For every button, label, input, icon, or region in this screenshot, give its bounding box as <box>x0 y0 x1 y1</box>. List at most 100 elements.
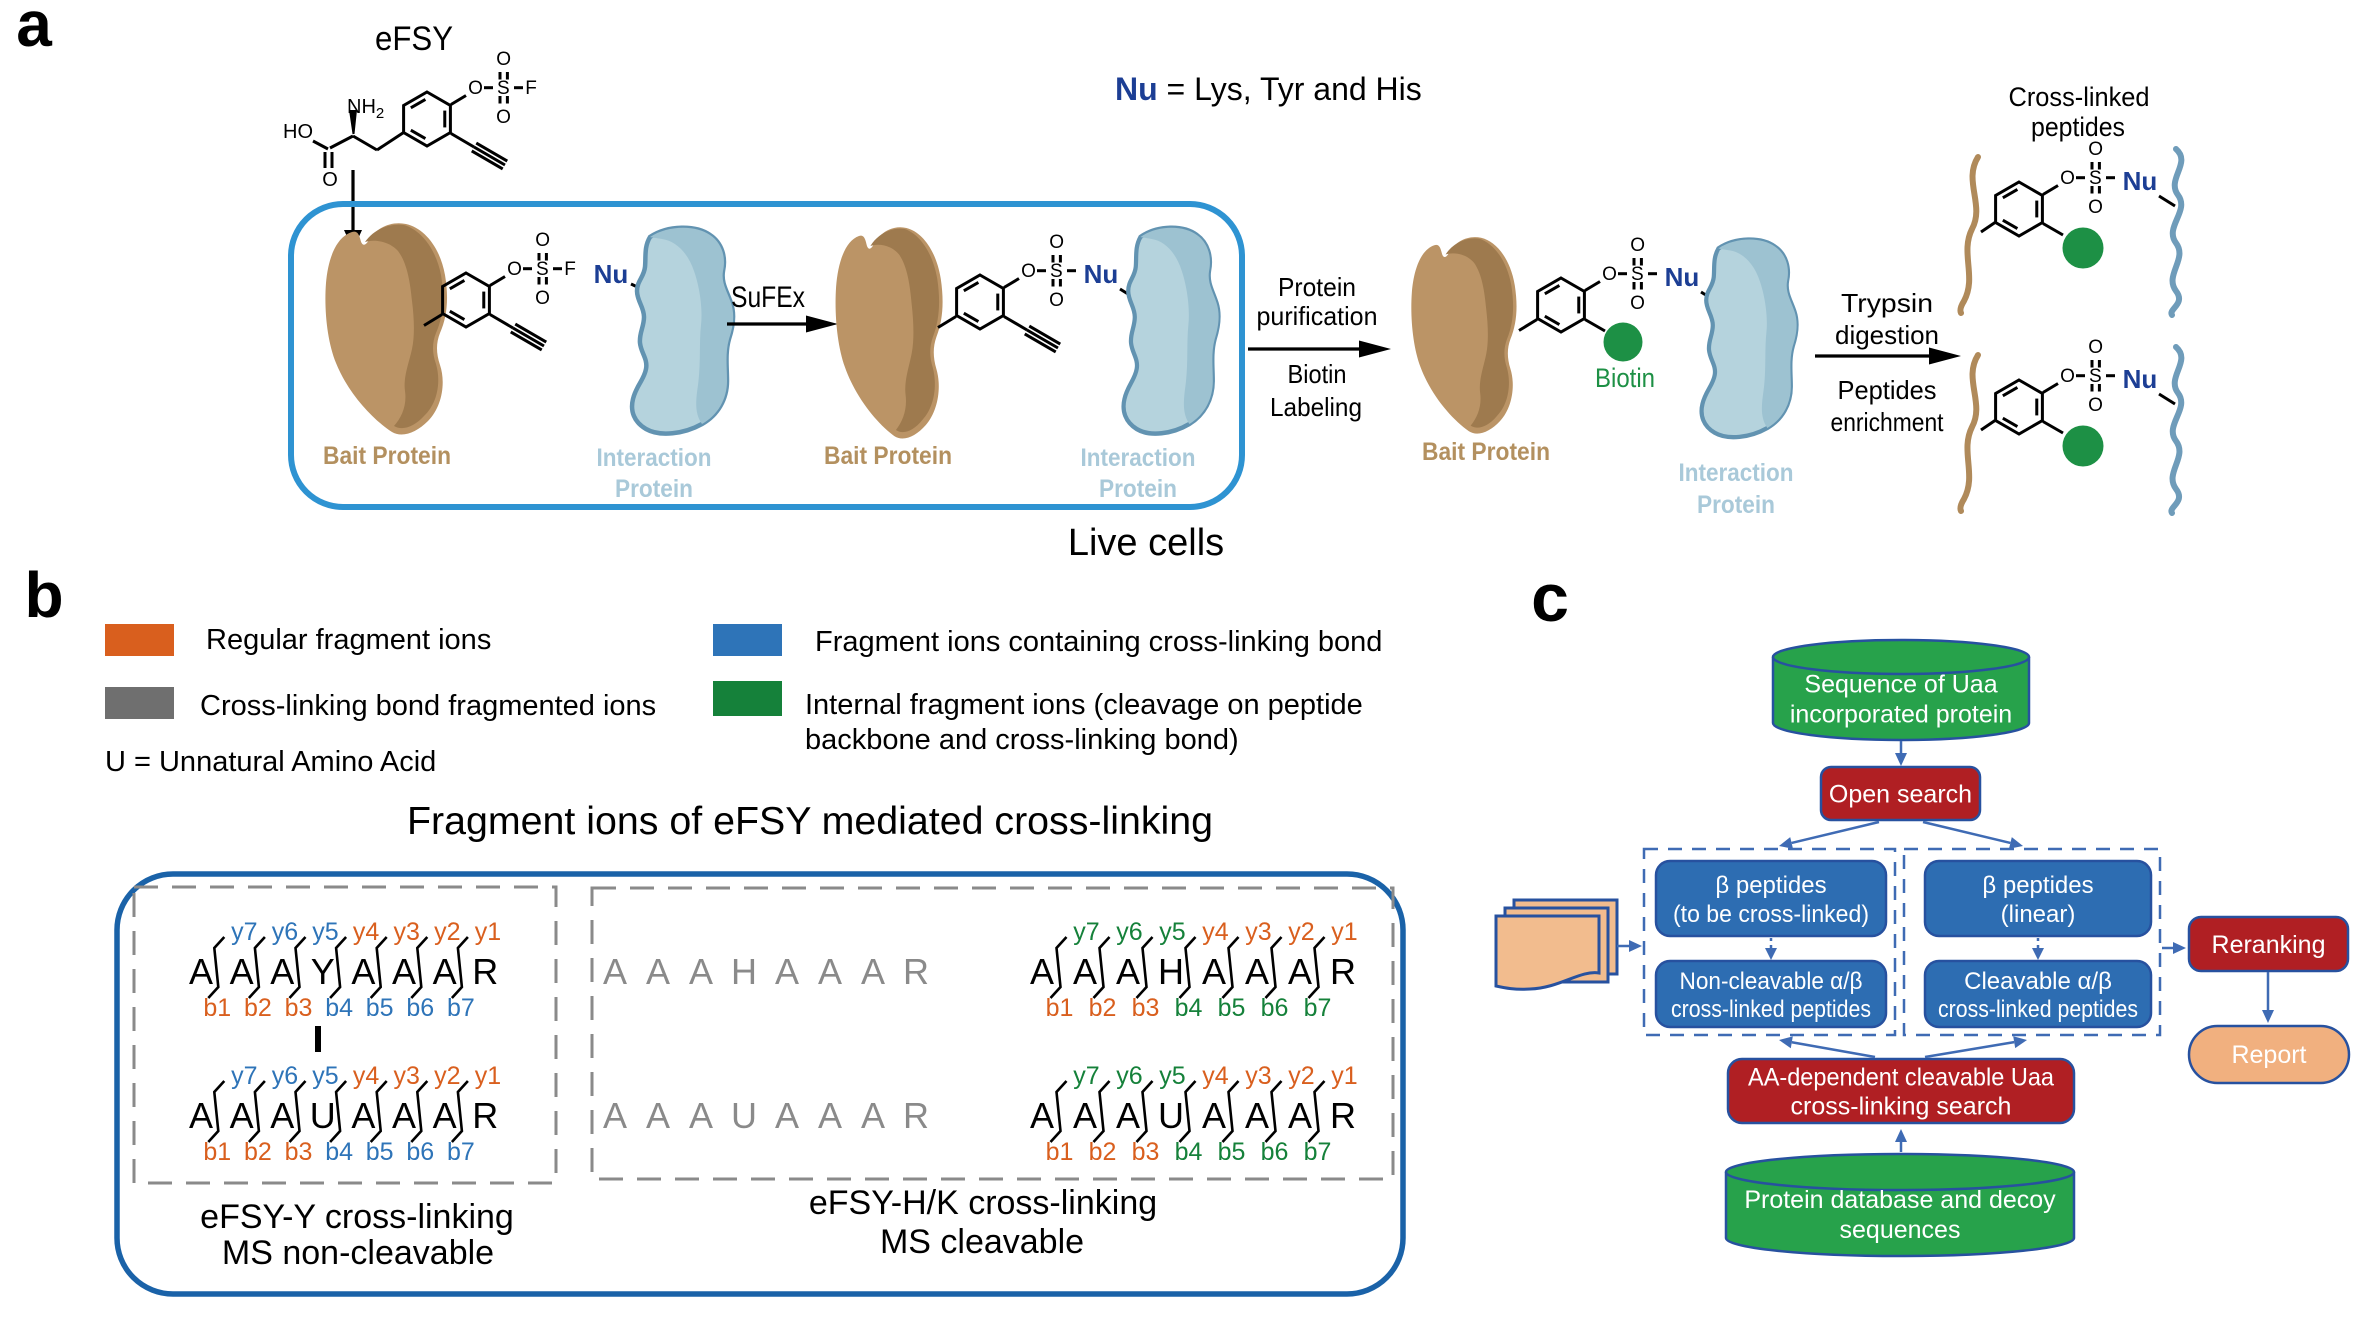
svg-text:MS non-cleavable: MS non-cleavable <box>222 1234 494 1272</box>
svg-text:MS cleavable: MS cleavable <box>880 1223 1084 1261</box>
svg-text:b6: b6 <box>406 994 434 1022</box>
svg-text:b5: b5 <box>366 1138 394 1166</box>
svg-text:Protein: Protein <box>1697 491 1775 519</box>
svg-text:A: A <box>646 951 670 992</box>
svg-text:A: A <box>861 1095 885 1136</box>
svg-text:b4: b4 <box>1175 994 1203 1022</box>
svg-text:b2: b2 <box>244 994 272 1022</box>
svg-text:cross-linked peptides: cross-linked peptides <box>1671 996 1871 1023</box>
svg-text:purification: purification <box>1257 301 1378 331</box>
svg-text:y1: y1 <box>1331 918 1357 946</box>
svg-text:A: A <box>775 1095 799 1136</box>
svg-text:y4: y4 <box>353 918 380 946</box>
svg-text:A: A <box>351 951 375 992</box>
svg-text:A: A <box>392 1095 416 1136</box>
svg-text:b6: b6 <box>1261 994 1289 1022</box>
svg-text:U: U <box>731 1095 757 1136</box>
svg-text:F: F <box>564 259 576 280</box>
svg-text:A: A <box>603 1095 627 1136</box>
svg-text:A: A <box>1073 1095 1097 1136</box>
svg-text:b7: b7 <box>1304 1138 1332 1166</box>
svg-text:y1: y1 <box>475 918 501 946</box>
svg-text:y1: y1 <box>475 1062 501 1090</box>
svg-text:A: A <box>1116 951 1140 992</box>
svg-text:y6: y6 <box>1116 918 1142 946</box>
svg-text:S: S <box>2089 366 2102 387</box>
svg-text:O: O <box>2088 395 2103 416</box>
svg-text:Fragment ions of eFSY mediated: Fragment ions of eFSY mediated cross-lin… <box>407 800 1213 843</box>
svg-text:b3: b3 <box>285 1138 313 1166</box>
svg-text:Peptides: Peptides <box>1838 375 1937 405</box>
svg-text:O: O <box>535 230 550 251</box>
svg-text:U: U <box>1158 1095 1184 1136</box>
svg-text:A: A <box>392 951 416 992</box>
svg-text:Nu: Nu <box>2123 166 2158 196</box>
svg-text:A: A <box>1202 1095 1226 1136</box>
svg-text:R: R <box>472 951 498 992</box>
svg-text:Regular fragment ions: Regular fragment ions <box>206 624 491 656</box>
svg-text:sequences: sequences <box>1840 1216 1961 1244</box>
svg-text:A: A <box>689 951 713 992</box>
svg-text:y2: y2 <box>434 1062 460 1090</box>
svg-text:y2: y2 <box>434 918 460 946</box>
svg-text:Live cells: Live cells <box>1068 522 1224 564</box>
svg-text:A: A <box>270 951 294 992</box>
svg-text:Nu = Lys, Tyr and His: Nu = Lys, Tyr and His <box>1115 71 1422 107</box>
svg-text:eFSY: eFSY <box>375 20 453 58</box>
svg-text:cross-linked peptides: cross-linked peptides <box>1938 996 2138 1023</box>
svg-text:y3: y3 <box>1245 1062 1271 1090</box>
svg-text:O: O <box>1630 293 1645 314</box>
svg-text:y7: y7 <box>1073 1062 1099 1090</box>
svg-text:O: O <box>322 169 338 191</box>
svg-text:b2: b2 <box>1089 1138 1117 1166</box>
svg-text:Reranking: Reranking <box>2212 931 2326 959</box>
svg-text:y5: y5 <box>1159 1062 1185 1090</box>
svg-text:y1: y1 <box>1331 1062 1357 1090</box>
svg-text:A: A <box>861 951 885 992</box>
svg-text:y7: y7 <box>1073 918 1099 946</box>
svg-text:b7: b7 <box>1304 994 1332 1022</box>
svg-text:O: O <box>2060 366 2075 387</box>
svg-text:y6: y6 <box>272 918 298 946</box>
svg-text:Open search: Open search <box>1829 781 1972 809</box>
svg-text:cross-linking search: cross-linking search <box>1791 1093 2012 1121</box>
svg-text:R: R <box>1330 1095 1356 1136</box>
svg-text:(linear): (linear) <box>2001 901 2076 928</box>
svg-text:A: A <box>646 1095 670 1136</box>
svg-text:S: S <box>536 259 549 280</box>
svg-text:O: O <box>1602 264 1617 285</box>
svg-text:A: A <box>818 951 842 992</box>
svg-text:A: A <box>1288 951 1312 992</box>
svg-text:b: b <box>24 559 63 631</box>
svg-text:A: A <box>189 1095 213 1136</box>
svg-text:A: A <box>1202 951 1226 992</box>
svg-text:HO: HO <box>283 121 313 143</box>
svg-text:enrichment: enrichment <box>1831 407 1945 437</box>
svg-text:O: O <box>2088 197 2103 218</box>
svg-text:Biotin: Biotin <box>1595 363 1655 393</box>
svg-text:b7: b7 <box>447 994 475 1022</box>
svg-text:b1: b1 <box>203 1138 231 1166</box>
svg-text:y3: y3 <box>393 918 419 946</box>
svg-text:O: O <box>2060 168 2075 189</box>
svg-text:b6: b6 <box>1261 1138 1289 1166</box>
svg-text:Nu: Nu <box>594 259 629 289</box>
svg-text:O: O <box>496 49 511 70</box>
svg-text:A: A <box>1245 1095 1269 1136</box>
svg-text:A: A <box>351 1095 375 1136</box>
svg-text:peptides: peptides <box>2031 112 2125 142</box>
svg-text:b5: b5 <box>366 994 394 1022</box>
svg-text:U: U <box>310 1095 336 1136</box>
svg-text:A: A <box>270 1095 294 1136</box>
svg-text:Labeling: Labeling <box>1270 392 1362 422</box>
svg-text:Interaction: Interaction <box>1081 444 1196 472</box>
svg-text:R: R <box>903 1095 929 1136</box>
svg-text:A: A <box>1245 951 1269 992</box>
svg-text:A: A <box>433 1095 457 1136</box>
svg-text:b4: b4 <box>1175 1138 1203 1166</box>
svg-text:Trypsin: Trypsin <box>1841 288 1933 318</box>
svg-text:Protein database and decoy: Protein database and decoy <box>1744 1186 2056 1214</box>
svg-text:Bait Protein: Bait Protein <box>824 442 952 470</box>
svg-text:b1: b1 <box>203 994 231 1022</box>
svg-text:A: A <box>230 951 254 992</box>
